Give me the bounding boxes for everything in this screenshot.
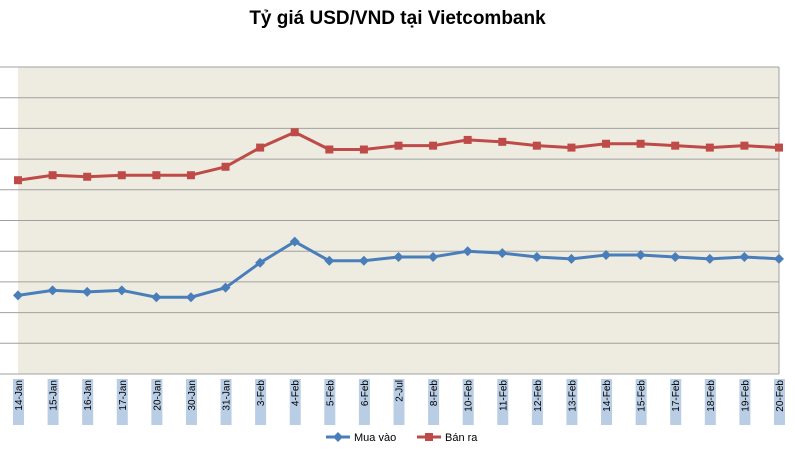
x-tick-label: 16-Jan: [83, 380, 94, 411]
data-point: [429, 141, 438, 150]
x-tick-highlight: [185, 379, 197, 425]
x-tick-highlight: [47, 379, 59, 425]
data-point: [428, 251, 439, 262]
data-point: [13, 290, 23, 301]
legend-label: Bán ra: [445, 432, 478, 444]
x-tick-highlight: [462, 379, 474, 425]
x-tick-highlight: [635, 379, 647, 425]
x-tick-label: 15-Feb: [637, 380, 648, 412]
data-point: [636, 139, 645, 148]
data-point: [739, 251, 750, 262]
x-tick-label: 17-Feb: [671, 380, 682, 412]
data-point: [289, 236, 300, 247]
data-point: [740, 141, 749, 150]
data-point: [705, 143, 714, 152]
x-tick-highlight: [774, 379, 785, 425]
data-point: [256, 143, 265, 152]
data-point: [774, 253, 784, 264]
x-tick-highlight: [358, 379, 370, 425]
data-point: [394, 141, 403, 150]
x-tick-label: 20-Feb: [775, 380, 786, 412]
data-point: [14, 176, 22, 185]
x-tick-highlight: [566, 379, 578, 425]
data-point: [255, 257, 266, 268]
data-point: [83, 172, 92, 181]
data-point: [325, 145, 334, 154]
data-point: [186, 171, 195, 180]
x-tick-highlight: [704, 379, 716, 425]
data-point: [185, 292, 196, 303]
data-point: [152, 171, 161, 180]
x-tick-label: 20-Jan: [152, 380, 163, 411]
x-tick-highlight: [739, 379, 751, 425]
data-point: [151, 292, 162, 303]
x-tick-label: 2-Jul: [395, 380, 406, 402]
data-point: [359, 145, 368, 154]
x-tick-highlight: [255, 379, 267, 425]
data-point: [82, 286, 93, 297]
data-point: [463, 135, 472, 144]
x-tick-label: 18-Feb: [706, 380, 717, 412]
data-point: [531, 251, 542, 262]
x-tick-highlight: [289, 379, 301, 425]
x-tick-label: 30-Jan: [187, 380, 198, 411]
x-tick-highlight: [428, 379, 440, 425]
x-tick-highlight: [82, 379, 94, 425]
data-point: [324, 255, 335, 266]
data-point: [358, 255, 369, 266]
data-point: [220, 282, 231, 293]
x-tick-highlight: [497, 379, 509, 425]
x-tick-highlight: [116, 379, 128, 425]
data-point: [635, 250, 646, 261]
data-point: [567, 143, 576, 152]
data-point: [497, 248, 508, 259]
x-tick-label: 17-Jan: [118, 380, 129, 411]
x-tick-label: 8-Feb: [429, 380, 440, 407]
data-point: [48, 171, 57, 180]
x-tick-label: 4-Feb: [291, 380, 302, 407]
data-point: [775, 143, 783, 152]
x-tick-highlight: [13, 379, 24, 425]
x-tick-label: 12-Feb: [533, 380, 544, 412]
data-point: [532, 141, 541, 150]
data-point: [290, 128, 299, 137]
x-tick-label: 15-Jan: [49, 380, 60, 411]
x-tick-label: 14-Feb: [602, 380, 613, 412]
legend-label: Mua vào: [354, 432, 396, 444]
x-tick-label: 6-Feb: [360, 380, 371, 407]
x-tick-label: 11-Feb: [498, 380, 509, 411]
data-point: [221, 162, 230, 171]
x-tick-label: 13-Feb: [567, 380, 578, 412]
data-point: [393, 251, 404, 262]
data-point: [601, 250, 612, 261]
data-point: [117, 171, 126, 180]
x-tick-label: 10-Feb: [464, 380, 475, 412]
chart-title: Tỷ giá USD/VND tại Vietcombank: [249, 8, 546, 29]
data-point: [670, 251, 681, 262]
x-tick-highlight: [220, 379, 232, 425]
x-tick-label: 19-Feb: [740, 380, 751, 412]
x-tick-highlight: [531, 379, 543, 425]
data-point: [602, 139, 611, 148]
x-tick-highlight: [601, 379, 613, 425]
x-tick-label: 14-Jan: [14, 380, 25, 411]
legend-marker: [333, 432, 343, 442]
x-tick-highlight: [393, 379, 405, 425]
data-point: [498, 137, 507, 146]
data-point: [462, 246, 473, 257]
data-point: [704, 253, 715, 264]
x-tick-label: 3-Feb: [256, 380, 267, 407]
x-tick-highlight: [324, 379, 336, 425]
x-tick-highlight: [151, 379, 163, 425]
data-point: [116, 285, 127, 296]
x-tick-label: 31-Jan: [222, 380, 233, 411]
data-point: [566, 253, 577, 264]
x-tick-label: 5-Feb: [325, 380, 336, 407]
data-point: [671, 141, 680, 150]
data-point: [47, 285, 58, 296]
legend-marker: [425, 433, 433, 441]
x-tick-highlight: [670, 379, 682, 425]
